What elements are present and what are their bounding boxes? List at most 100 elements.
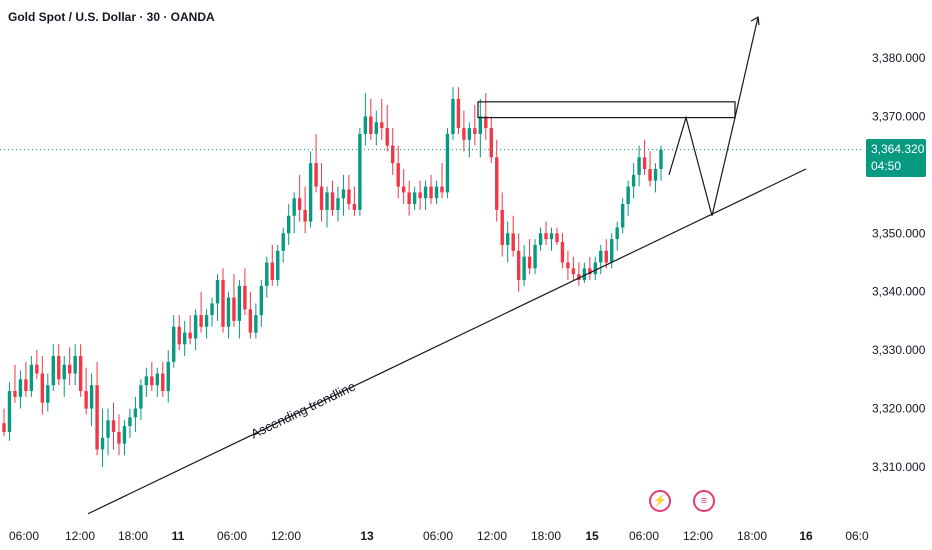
candle-body — [128, 417, 132, 427]
candle — [155, 367, 159, 397]
candle-body — [297, 198, 302, 210]
candle — [555, 227, 559, 245]
candle-body — [429, 186, 433, 199]
candle-body — [100, 437, 105, 450]
candle-body — [363, 116, 368, 134]
candle-body — [369, 116, 373, 134]
candle — [615, 221, 619, 251]
candle-body — [500, 209, 504, 245]
time-axis-label: 18:00 — [531, 529, 561, 543]
candle — [248, 291, 253, 339]
candle — [95, 361, 99, 456]
candle — [150, 361, 154, 392]
candle — [259, 280, 264, 327]
candle-body — [336, 198, 340, 210]
candle-body — [259, 285, 264, 316]
candle — [341, 174, 346, 216]
candle-body — [172, 326, 176, 362]
candle — [423, 180, 428, 210]
candle-body — [412, 192, 417, 205]
candle-body — [358, 133, 362, 210]
candle — [35, 350, 39, 380]
candle — [527, 239, 532, 275]
candle — [243, 268, 247, 316]
candle-body — [374, 122, 378, 134]
candle-body — [270, 262, 274, 281]
candle-body — [24, 379, 28, 392]
candle-body — [549, 233, 554, 240]
candle-body — [199, 315, 203, 327]
candle — [139, 379, 143, 421]
candle-body — [473, 128, 477, 134]
candle — [188, 315, 192, 345]
candle — [418, 180, 422, 210]
candle — [484, 93, 488, 140]
candle — [642, 139, 647, 175]
candle — [172, 315, 176, 368]
candle-body — [571, 268, 576, 275]
candle-body — [522, 256, 526, 281]
time-axis-label: 06:00 — [217, 529, 247, 543]
candle — [451, 87, 455, 140]
candle-body — [401, 186, 406, 193]
time-axis-label: 06:00 — [423, 529, 453, 543]
candle-body — [445, 133, 450, 193]
candle-body — [57, 355, 61, 380]
candle — [308, 151, 313, 228]
candle — [659, 145, 663, 181]
candle — [429, 174, 433, 205]
candle-body — [467, 128, 472, 140]
candle-body — [106, 420, 110, 438]
price-axis-label: 3,340.000 — [872, 285, 926, 299]
candle-body — [111, 420, 116, 432]
candle-body — [215, 280, 220, 304]
candle — [29, 355, 34, 397]
lightning-event-icon[interactable]: ⚡ — [649, 490, 671, 512]
candle-body — [391, 145, 395, 164]
price-axis-label: 3,370.000 — [872, 109, 926, 123]
candle — [106, 408, 110, 456]
candle — [46, 373, 50, 412]
candle-body — [7, 391, 12, 432]
candle-body — [506, 233, 510, 245]
candle — [396, 145, 400, 199]
candle — [128, 408, 132, 438]
candle-body — [648, 169, 652, 181]
candle — [637, 145, 641, 187]
candle — [2, 408, 6, 437]
candle — [204, 309, 209, 339]
candle-body — [653, 169, 658, 181]
candle-body — [303, 209, 307, 222]
candle — [166, 350, 170, 403]
candle-body — [451, 98, 455, 134]
candle-body — [538, 233, 543, 245]
candle — [237, 280, 242, 339]
candle-body — [204, 315, 209, 327]
candle — [538, 227, 543, 251]
candle — [549, 227, 554, 251]
candle-body — [495, 157, 499, 210]
candle-body — [243, 285, 247, 310]
candle-body — [620, 204, 625, 228]
candle-body — [193, 315, 198, 339]
us-flag-event-icon[interactable]: ≡ — [693, 490, 715, 512]
candle — [325, 186, 329, 228]
candle-body — [73, 355, 77, 374]
candle — [270, 244, 274, 286]
ascending-trendline — [87, 168, 807, 515]
candle — [40, 355, 45, 415]
candle-body — [40, 373, 45, 403]
candle-body — [133, 408, 138, 418]
candle — [193, 309, 198, 351]
candle — [111, 402, 116, 450]
candle — [13, 364, 17, 403]
candle-body — [210, 303, 214, 316]
candle — [133, 396, 138, 432]
candles — [2, 87, 663, 467]
candle-body — [478, 116, 483, 134]
candle — [401, 169, 406, 205]
time-axis-label: 06:00 — [9, 529, 39, 543]
candle-body — [117, 431, 121, 444]
candle — [385, 104, 389, 152]
